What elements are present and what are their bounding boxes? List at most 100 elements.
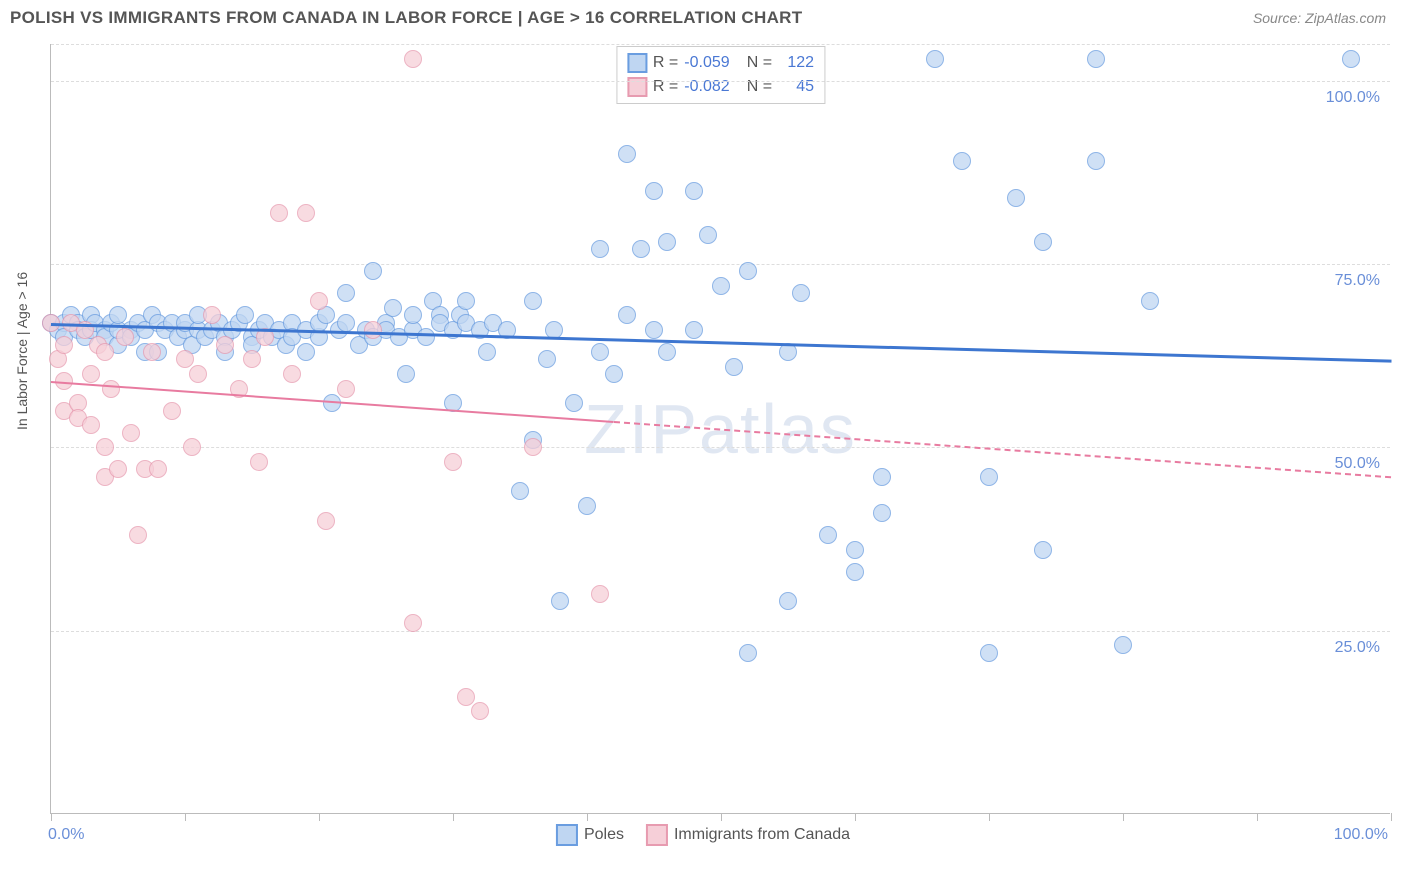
data-point [658,233,676,251]
data-point [457,292,475,310]
data-point [122,424,140,442]
data-point [250,453,268,471]
data-point [478,343,496,361]
data-point [739,644,757,662]
x-tick [721,813,722,821]
data-point [337,284,355,302]
correlation-legend: R =-0.059 N =122R =-0.082 N =45 [616,46,825,104]
data-point [116,328,134,346]
data-point [176,350,194,368]
data-point [55,336,73,354]
y-tick-label: 50.0% [1335,455,1380,473]
data-point [578,497,596,515]
data-point [216,336,234,354]
data-point [565,394,583,412]
data-point [873,504,891,522]
data-point [1114,636,1132,654]
data-point [980,644,998,662]
data-point [551,592,569,610]
data-point [243,350,261,368]
data-point [685,321,703,339]
data-point [1087,50,1105,68]
data-point [632,240,650,258]
data-point [819,526,837,544]
data-point [1007,189,1025,207]
data-point [203,306,221,324]
data-point [270,204,288,222]
x-tick [51,813,52,821]
data-point [645,182,663,200]
stat-r-label: R = [653,51,678,75]
stat-n-label: N = [742,51,772,75]
data-point [1342,50,1360,68]
data-point [337,380,355,398]
data-point [417,328,435,346]
data-point [102,380,120,398]
data-point [337,314,355,332]
data-point [317,512,335,530]
data-point [82,365,100,383]
data-point [712,277,730,295]
legend-label: Poles [584,826,624,843]
data-point [310,292,328,310]
data-point [283,365,301,383]
x-tick [319,813,320,821]
x-tick [855,813,856,821]
data-point [297,343,315,361]
gridline [51,631,1390,632]
y-tick-label: 100.0% [1326,89,1380,107]
data-point [189,365,207,383]
data-point [792,284,810,302]
stat-n-value: 122 [778,51,814,75]
data-point [163,402,181,420]
data-point [404,306,422,324]
y-axis-title: In Labor Force | Age > 16 [14,272,30,430]
data-point [591,585,609,603]
legend-stat-row: R =-0.082 N =45 [627,75,814,99]
data-point [236,306,254,324]
legend-label: Immigrants from Canada [674,826,850,843]
data-point [404,50,422,68]
data-point [873,468,891,486]
legend-swatch [646,824,668,846]
data-point [149,460,167,478]
legend-stat-row: R =-0.059 N =122 [627,51,814,75]
gridline [51,447,1390,448]
legend-swatch [627,53,647,73]
trend-line [614,421,1391,478]
data-point [109,306,127,324]
data-point [404,614,422,632]
data-point [591,240,609,258]
data-point [1034,541,1052,559]
data-point [926,50,944,68]
data-point [364,262,382,280]
x-tick [1257,813,1258,821]
data-point [1141,292,1159,310]
data-point [591,343,609,361]
data-point [658,343,676,361]
scatter-plot: ZIPatlas R =-0.059 N =122R =-0.082 N =45… [50,44,1390,814]
data-point [739,262,757,280]
data-point [444,453,462,471]
stat-r-label: R = [653,75,678,99]
legend-item: Immigrants from Canada [646,824,850,846]
gridline [51,264,1390,265]
gridline [51,44,1390,45]
x-tick [1123,813,1124,821]
data-point [384,299,402,317]
source-attribution: Source: ZipAtlas.com [1253,10,1386,26]
x-axis-max-label: 100.0% [1334,826,1388,844]
data-point [297,204,315,222]
data-point [846,541,864,559]
x-axis-min-label: 0.0% [48,826,84,844]
data-point [82,416,100,434]
data-point [953,152,971,170]
series-legend: Poles Immigrants from Canada [556,824,850,846]
data-point [129,526,147,544]
data-point [846,563,864,581]
data-point [1034,233,1052,251]
x-tick [185,813,186,821]
stat-n-value: 45 [778,75,814,99]
gridline [51,81,1390,82]
chart-title: POLISH VS IMMIGRANTS FROM CANADA IN LABO… [10,8,802,28]
